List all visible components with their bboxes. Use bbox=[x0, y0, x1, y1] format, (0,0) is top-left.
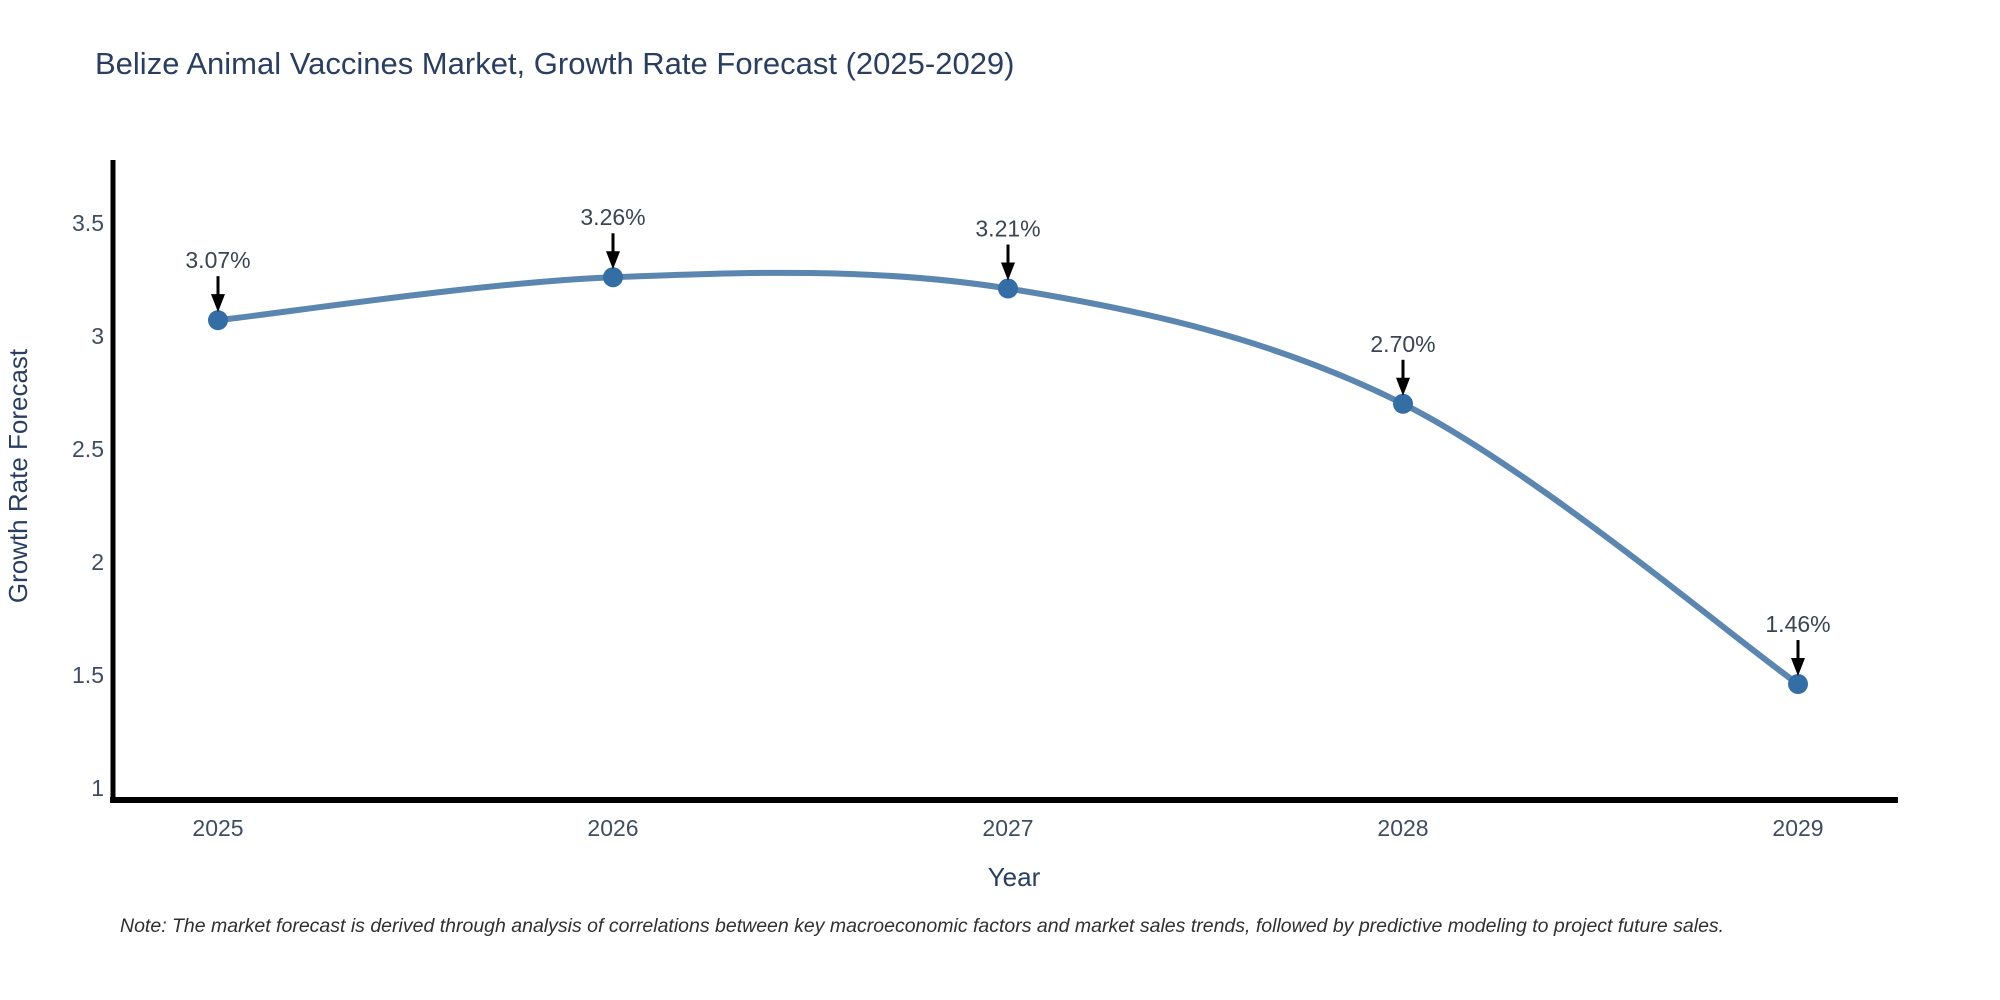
y-axis-title: Growth Rate Forecast bbox=[3, 348, 33, 603]
annotation-arrow-head bbox=[1001, 262, 1015, 281]
y-tick-label: 1.5 bbox=[72, 662, 104, 688]
data-point-marker bbox=[603, 267, 623, 288]
x-axis-title: Year bbox=[988, 862, 1041, 892]
data-point-marker bbox=[998, 278, 1018, 299]
y-tick-label: 3 bbox=[91, 323, 104, 349]
forecast-line bbox=[215, 269, 1801, 688]
x-tick-label: 2029 bbox=[1772, 815, 1823, 841]
y-tick-label: 1 bbox=[91, 775, 104, 801]
chart-footnote: Note: The market forecast is derived thr… bbox=[120, 915, 1725, 937]
point-value-label: 3.07% bbox=[185, 247, 250, 273]
x-tick-label: 2027 bbox=[982, 815, 1033, 841]
annotation-arrow-head bbox=[211, 294, 225, 313]
x-tick-label: 2028 bbox=[1377, 815, 1428, 841]
y-tick-label: 2 bbox=[91, 549, 104, 575]
x-tick-label: 2026 bbox=[587, 815, 638, 841]
y-tick-label: 2.5 bbox=[72, 436, 104, 462]
x-tick-label: 2025 bbox=[192, 815, 243, 841]
annotation-arrow-head bbox=[1396, 377, 1410, 396]
point-value-label: 2.70% bbox=[1370, 331, 1435, 357]
annotation-arrow-head bbox=[1791, 658, 1805, 677]
point-value-label: 3.21% bbox=[975, 216, 1040, 242]
chart-title: Belize Animal Vaccines Market, Growth Ra… bbox=[95, 46, 1015, 81]
point-value-label: 1.46% bbox=[1765, 611, 1830, 637]
data-point-marker bbox=[208, 310, 228, 331]
annotation-arrow-head bbox=[606, 251, 620, 270]
data-point-marker bbox=[1788, 674, 1808, 695]
point-value-label: 3.26% bbox=[580, 204, 645, 230]
y-tick-label: 3.5 bbox=[72, 210, 104, 236]
data-point-marker bbox=[1393, 393, 1413, 414]
